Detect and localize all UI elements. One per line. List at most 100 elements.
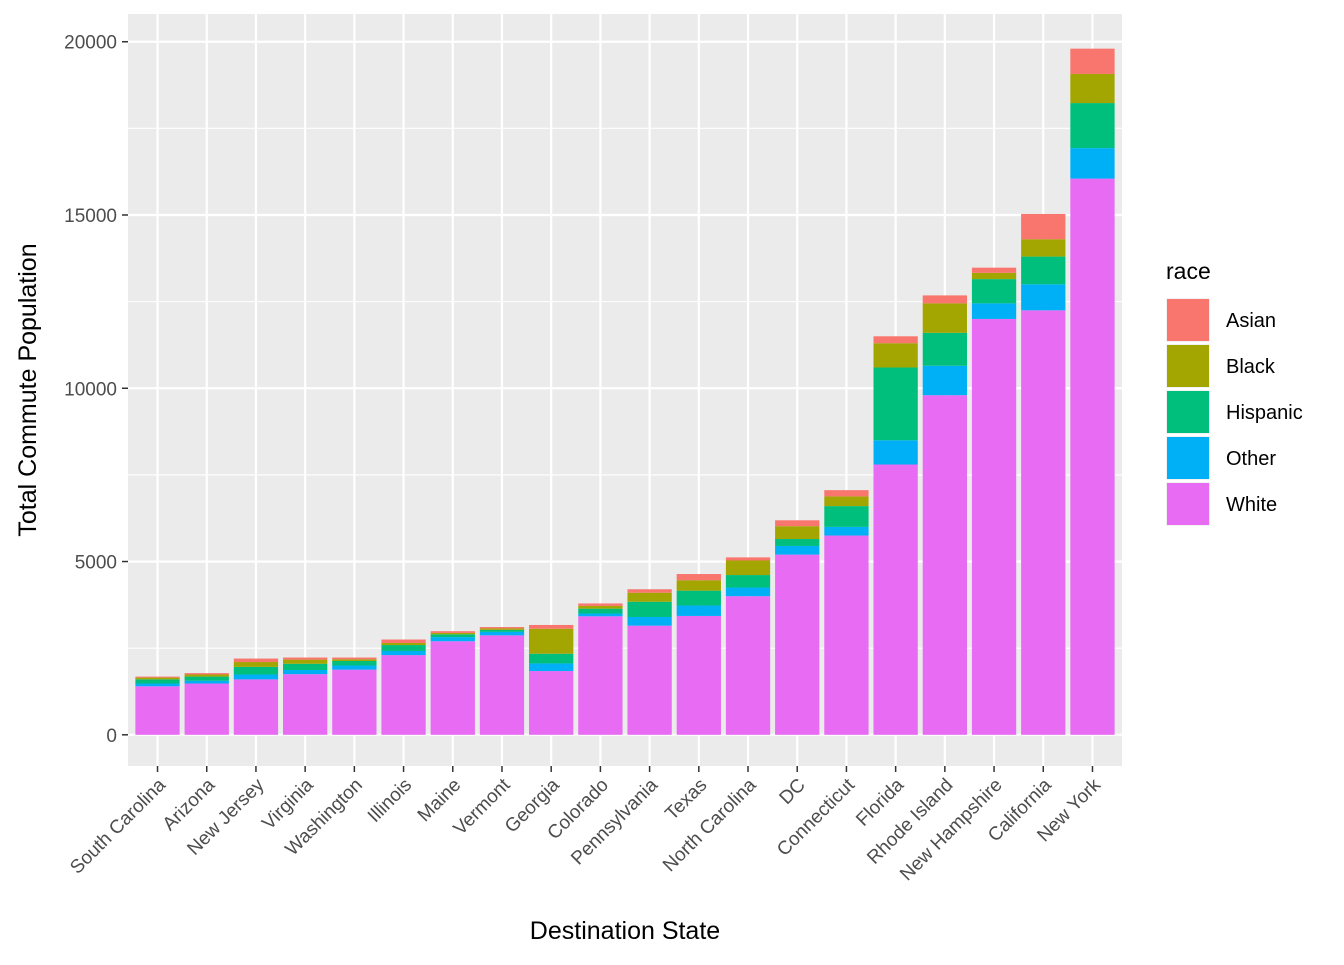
bar-segment [381, 642, 426, 646]
bar-segment [479, 629, 525, 632]
bar-segment [479, 635, 525, 735]
bar-segment [479, 627, 525, 629]
bar-segment [676, 615, 721, 735]
bar-segment [135, 686, 180, 735]
bar-segment [184, 676, 229, 681]
bar-segment [971, 267, 1017, 273]
legend-key-black [1167, 345, 1209, 387]
bar-segment [578, 603, 623, 606]
x-tick-label: DC [776, 775, 810, 809]
bar-segment [233, 666, 279, 675]
bar-segment [283, 657, 328, 660]
bars [135, 48, 1115, 735]
bar-segment [676, 605, 721, 616]
y-tick-label: 20000 [64, 33, 117, 54]
x-tick-label: Illinois [364, 775, 416, 827]
bar-segment [283, 663, 328, 671]
bar-segment [725, 575, 771, 588]
bar-segment [824, 526, 869, 536]
bar-segment [971, 303, 1017, 319]
legend-key-other [1167, 437, 1209, 479]
bar-segment [922, 332, 967, 366]
bar-segment [381, 639, 426, 643]
bar-segment [1021, 213, 1066, 240]
bar-segment [578, 616, 623, 735]
bar-segment [479, 631, 525, 636]
bar-segment [578, 605, 623, 609]
bar-segment [627, 616, 672, 626]
bar-segment [725, 596, 771, 735]
bar-segment [529, 671, 574, 735]
bar-segment [775, 520, 820, 527]
bar-segment [824, 506, 869, 527]
bar-segment [676, 590, 721, 606]
bar-segment [725, 560, 771, 576]
bar-segment [430, 634, 475, 638]
bar-segment [332, 657, 377, 660]
bar-segment [332, 669, 377, 735]
bar-segment [135, 683, 180, 687]
bar-segment [283, 674, 328, 735]
bar-segment [529, 653, 574, 664]
bar-segment [332, 660, 377, 666]
bar-segment [233, 679, 279, 735]
bar-segment [873, 343, 918, 368]
legend-key-asian [1167, 299, 1209, 341]
bar-segment [184, 674, 229, 677]
bar-segment [479, 628, 525, 630]
bar-segment [873, 464, 918, 735]
bar-segment [922, 365, 967, 396]
bar-segment [233, 662, 279, 667]
bar-segment [627, 625, 672, 735]
bar-segment [725, 557, 771, 561]
bar-segment [775, 554, 820, 735]
bar-segment [627, 592, 672, 602]
bar-segment [922, 303, 967, 333]
bar-segment [430, 631, 475, 633]
bar-segment [627, 601, 672, 617]
bar-segment [135, 677, 180, 680]
bar-segment [529, 624, 574, 629]
legend-key-hispanic [1167, 391, 1209, 433]
bar-segment [1070, 178, 1115, 735]
bar-segment [578, 608, 623, 614]
bar-segment [873, 440, 918, 465]
bar-segment [283, 659, 328, 664]
bar-segment [922, 295, 967, 304]
bar-segment [1021, 284, 1066, 311]
bar-segment [775, 539, 820, 546]
bar-segment [971, 318, 1017, 735]
bar-segment [1021, 256, 1066, 285]
bar-segment [1021, 239, 1066, 257]
bar-segment [725, 587, 771, 597]
bar-segment [233, 674, 279, 680]
x-axis-title: Destination State [530, 917, 720, 945]
bar-segment [676, 580, 721, 591]
legend-label-asian: Asian [1226, 310, 1276, 332]
bar-segment [922, 395, 967, 735]
bar-segment [332, 659, 377, 661]
x-tick-label: South Carolina [66, 774, 170, 878]
y-tick-label: 0 [106, 726, 117, 747]
bar-segment [381, 645, 426, 651]
bar-segment [824, 496, 869, 507]
bar-segment [233, 658, 279, 663]
bar-segment [775, 545, 820, 555]
bar-segment [135, 679, 180, 684]
bar-segment [971, 272, 1017, 280]
bar-segment [430, 637, 475, 642]
legend-label-white: White [1226, 494, 1277, 516]
bar-segment [381, 650, 426, 656]
bar-segment [873, 367, 918, 441]
bar-segment [332, 665, 377, 670]
bar-segment [1070, 48, 1115, 74]
bar-segment [184, 683, 229, 735]
y-tick-label: 5000 [75, 553, 117, 574]
bar-segment [578, 613, 623, 617]
bar-segment [135, 676, 180, 678]
bar-segment [824, 535, 869, 735]
y-axis: 0 5000 10000 15000 20000 [64, 33, 128, 747]
bar-segment [184, 680, 229, 684]
bar-segment [1070, 73, 1115, 104]
